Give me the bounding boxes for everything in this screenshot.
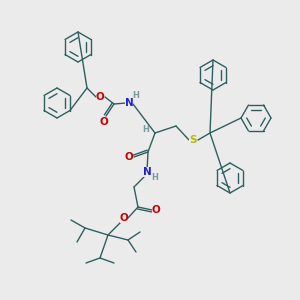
Text: S: S [189,135,197,145]
Text: O: O [120,213,128,223]
Text: N: N [124,98,134,108]
Text: O: O [152,205,160,215]
Text: O: O [96,92,104,102]
Text: H: H [152,173,158,182]
Text: N: N [142,167,152,177]
Text: O: O [100,117,108,127]
Text: H: H [133,92,140,100]
Text: H: H [142,124,149,134]
Text: O: O [124,152,134,162]
